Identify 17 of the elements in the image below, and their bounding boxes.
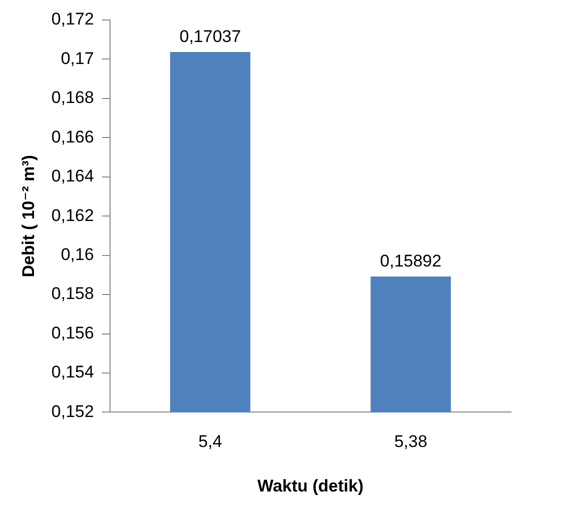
- y-tick-label: 0,168: [51, 88, 94, 108]
- y-tick-label: 0,166: [51, 127, 94, 146]
- x-tick-label: 5,38: [394, 432, 428, 452]
- y-tick-label: 0,152: [51, 402, 94, 421]
- y-tick-label: 0,158: [51, 284, 94, 304]
- y-tick-label: 0,162: [51, 206, 94, 225]
- x-axis-title: Waktu (detik): [257, 476, 364, 496]
- y-tick-label: 0,172: [51, 10, 94, 29]
- y-tick-label: 0,17: [60, 48, 94, 68]
- y-tick-label: 0,16: [60, 245, 94, 264]
- y-tick-label: 0,156: [51, 323, 94, 342]
- y-axis-title: Debit ( 10⁻² m³): [18, 154, 38, 278]
- data-label: 0,17037: [179, 27, 241, 46]
- data-label: 0,15892: [380, 252, 442, 271]
- y-tick-label: 0,154: [51, 362, 94, 382]
- y-tick-label: 0,164: [51, 166, 94, 186]
- x-tick-label: 5,4: [198, 432, 222, 452]
